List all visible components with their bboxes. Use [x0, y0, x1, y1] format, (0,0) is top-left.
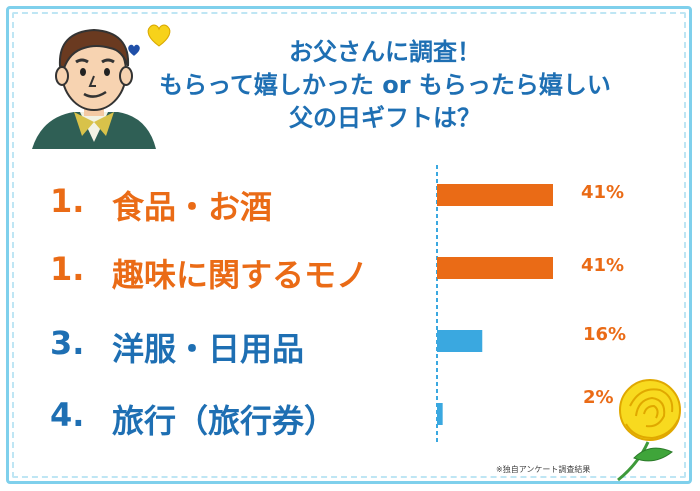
value-label-1: 41% — [581, 182, 624, 203]
outer-border — [6, 6, 692, 484]
rank-number: 1. — [50, 182, 85, 220]
bar-4 — [437, 403, 443, 425]
inner-dashed-border — [12, 12, 686, 478]
value-label-4: 2% — [583, 387, 614, 408]
category-label: 洋服・日用品 — [112, 330, 305, 368]
father-illustration — [32, 28, 156, 149]
title-line-3: 父の日ギフトは？ — [289, 104, 481, 132]
category-label: 趣味に関するモノ — [112, 256, 369, 294]
value-label-3: 16% — [583, 324, 626, 345]
value-label-2: 41% — [581, 255, 624, 276]
bar-3 — [437, 330, 483, 352]
footnote: ※独自アンケート調査結果 — [496, 465, 591, 474]
blue-heart-icon — [128, 44, 140, 56]
yellow-rose-illustration — [617, 379, 681, 482]
bar-2 — [437, 257, 553, 279]
title-line-2: もらって嬉しかった or もらったら嬉しい — [159, 71, 611, 99]
bar-1 — [437, 184, 553, 206]
page-title: お父さんに調査！ もらって嬉しかった or もらったら嬉しい 父の日ギフトは？ — [150, 36, 620, 135]
rank-number: 1. — [50, 250, 85, 288]
rank-number: 4. — [50, 396, 85, 434]
title-line-1: お父さんに調査！ — [289, 38, 481, 66]
category-label: 旅行（旅行券） — [112, 402, 337, 440]
yellow-heart-icon — [147, 24, 171, 47]
rank-number: 3. — [50, 324, 85, 362]
category-label: 食品・お酒 — [112, 188, 273, 226]
